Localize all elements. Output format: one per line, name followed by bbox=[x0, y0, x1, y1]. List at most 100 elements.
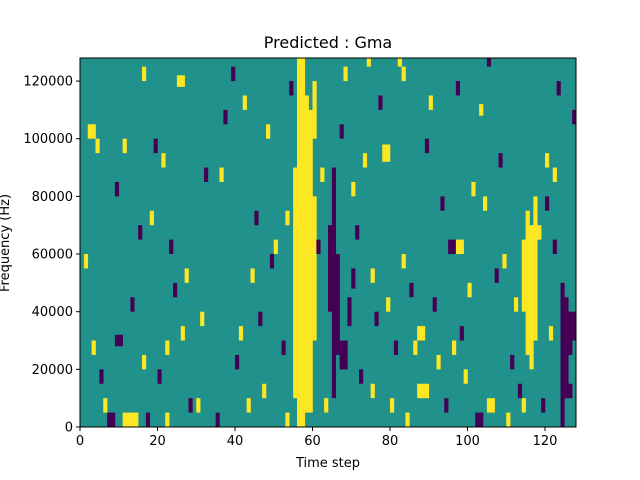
heatmap-cell bbox=[552, 167, 557, 182]
heatmap-cell bbox=[335, 254, 340, 355]
heatmap-cell bbox=[300, 124, 306, 139]
x-tick-label: 100 bbox=[455, 434, 480, 449]
x-tick-label: 0 bbox=[76, 434, 84, 449]
heatmap-cell bbox=[452, 239, 457, 255]
heatmap-cell bbox=[188, 398, 193, 413]
heatmap-cell bbox=[138, 225, 143, 240]
heatmap-cell bbox=[421, 326, 426, 341]
x-axis-label: Time step bbox=[295, 456, 360, 471]
heatmap-cell bbox=[459, 239, 464, 255]
heatmap-cell bbox=[320, 167, 325, 182]
heatmap-cell bbox=[297, 124, 302, 139]
heatmap-cell bbox=[153, 138, 158, 154]
heatmap-cell bbox=[118, 334, 123, 347]
heatmap-cell bbox=[339, 124, 344, 139]
heatmap-cell bbox=[134, 412, 139, 427]
heatmap-cell bbox=[254, 210, 259, 226]
heatmap-cell bbox=[145, 412, 151, 427]
heatmap-cell bbox=[122, 412, 127, 427]
y-tick-label: 100000 bbox=[23, 132, 73, 147]
heatmap-cell bbox=[297, 58, 302, 427]
heatmap-cell bbox=[91, 340, 96, 355]
heatmap-cell bbox=[200, 311, 205, 327]
heatmap-cell bbox=[223, 109, 228, 125]
heatmap-cell bbox=[246, 398, 251, 413]
x-axis-ticks: 0 20 40 60 80 100 120 bbox=[76, 427, 558, 449]
heatmap-cell bbox=[269, 254, 275, 269]
heatmap-cell bbox=[421, 383, 426, 399]
heatmap-cell bbox=[312, 81, 317, 139]
heatmap-cell bbox=[126, 412, 131, 427]
heatmap-cell bbox=[204, 167, 209, 182]
heatmap-cell bbox=[343, 66, 348, 82]
heatmap-cell bbox=[165, 340, 170, 355]
x-tick-label: 80 bbox=[382, 434, 399, 449]
heatmap-cell bbox=[572, 311, 577, 341]
heatmap-cell bbox=[479, 104, 484, 116]
heatmap-cells bbox=[80, 58, 577, 427]
y-tick-label: 40000 bbox=[32, 305, 73, 320]
heatmap-cell bbox=[184, 268, 189, 283]
heatmap-cell bbox=[231, 66, 236, 82]
heatmap-cell bbox=[289, 81, 294, 96]
heatmap-cell bbox=[475, 412, 480, 427]
heatmap-cell bbox=[130, 297, 135, 312]
heatmap-cell bbox=[397, 58, 402, 67]
heatmap-cell bbox=[455, 81, 461, 96]
heatmap-cell bbox=[122, 138, 127, 154]
heatmap-cell bbox=[459, 326, 464, 341]
heatmap-cell bbox=[401, 254, 406, 269]
heatmap-cell bbox=[490, 398, 495, 413]
heatmap-cell bbox=[339, 340, 344, 370]
heatmap-cell bbox=[498, 153, 503, 168]
y-tick-label: 120000 bbox=[23, 75, 73, 90]
heatmap-cell bbox=[130, 412, 135, 427]
heatmap-cell bbox=[486, 58, 492, 67]
heatmap-cell bbox=[525, 210, 530, 355]
heatmap-cell bbox=[541, 398, 546, 413]
heatmap-cell bbox=[165, 412, 170, 427]
heatmap-cell bbox=[355, 225, 360, 240]
heatmap-cell bbox=[95, 138, 100, 154]
heatmap-cell bbox=[463, 369, 468, 384]
heatmap-cell bbox=[235, 354, 240, 370]
x-tick-label: 120 bbox=[533, 434, 558, 449]
heatmap-cell bbox=[428, 95, 433, 110]
heatmap-cell bbox=[242, 95, 247, 110]
heatmap-cell bbox=[176, 75, 182, 87]
heatmap-cell bbox=[506, 412, 511, 427]
heatmap-cell bbox=[494, 268, 499, 283]
heatmap-cell bbox=[455, 239, 461, 255]
heatmap-cell bbox=[545, 153, 550, 168]
heatmap-cell bbox=[312, 196, 317, 341]
heatmap-cell bbox=[444, 398, 449, 413]
heatmap-cell bbox=[440, 196, 445, 211]
x-tick-label: 60 bbox=[304, 434, 321, 449]
heatmap-cell bbox=[169, 239, 174, 255]
heatmap-cell bbox=[107, 412, 112, 427]
heatmap-cell bbox=[180, 75, 185, 87]
heatmap-cell bbox=[111, 412, 116, 427]
heatmap-cell bbox=[258, 311, 263, 327]
y-tick-label: 0 bbox=[65, 421, 73, 436]
heatmap-cell bbox=[281, 340, 286, 355]
heatmap-cell bbox=[424, 383, 430, 399]
heatmap-cell bbox=[510, 354, 515, 370]
heatmap-cell bbox=[517, 383, 523, 399]
heatmap-cell bbox=[564, 383, 569, 399]
heatmap-cell bbox=[417, 383, 422, 399]
heatmap-cell bbox=[262, 383, 267, 399]
heatmap-cell bbox=[572, 109, 577, 125]
heatmap-cell bbox=[285, 210, 290, 226]
heatmap-cell bbox=[409, 282, 414, 298]
y-tick-label: 80000 bbox=[32, 190, 73, 205]
heatmap-cell bbox=[149, 210, 154, 226]
heatmap-cell bbox=[196, 398, 201, 413]
heatmap-cell bbox=[114, 181, 120, 197]
heatmap-cell bbox=[266, 124, 271, 139]
heatmap-cell bbox=[521, 239, 526, 312]
x-tick-label: 20 bbox=[149, 434, 166, 449]
heatmap-cell bbox=[564, 297, 569, 399]
heatmap-cell bbox=[401, 66, 406, 82]
heatmap-cell bbox=[386, 144, 391, 162]
